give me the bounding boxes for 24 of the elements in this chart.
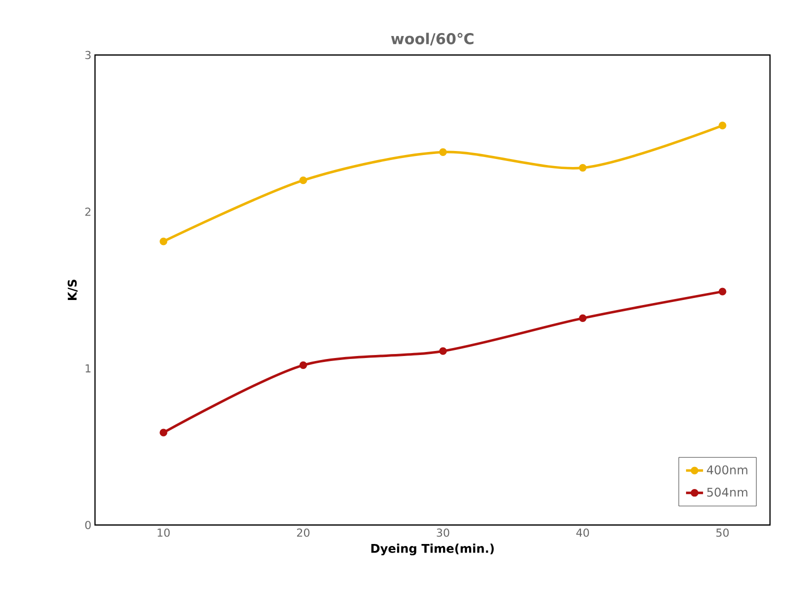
- x-tick-label: 50: [716, 528, 729, 537]
- x-tick-label: 10: [158, 528, 170, 537]
- point: [439, 148, 447, 156]
- y-tick-label: 0: [85, 520, 91, 530]
- point: [718, 122, 726, 130]
- point: [160, 428, 168, 436]
- x-tick-label: 20: [297, 528, 310, 537]
- x-axis-title: Dyeing Time(min.): [371, 544, 494, 556]
- y-tick-label: 2: [85, 208, 90, 216]
- point: [439, 347, 447, 355]
- x-tick-label: 40: [576, 528, 589, 537]
- point: [160, 238, 168, 246]
- x-tick-label: 30: [436, 528, 450, 537]
- point: [299, 176, 308, 184]
- legend-label: 400nm: [706, 465, 748, 474]
- legend-label: 504nm: [707, 488, 748, 497]
- y-axis-title: K/S: [68, 280, 78, 300]
- point: [578, 314, 587, 322]
- y-tick-label: 1: [86, 364, 90, 372]
- point: [718, 288, 726, 296]
- y-tick-label: 3: [85, 50, 91, 60]
- point: [578, 164, 587, 172]
- point: [299, 361, 308, 370]
- chart-title: wool/60℃: [391, 32, 474, 46]
